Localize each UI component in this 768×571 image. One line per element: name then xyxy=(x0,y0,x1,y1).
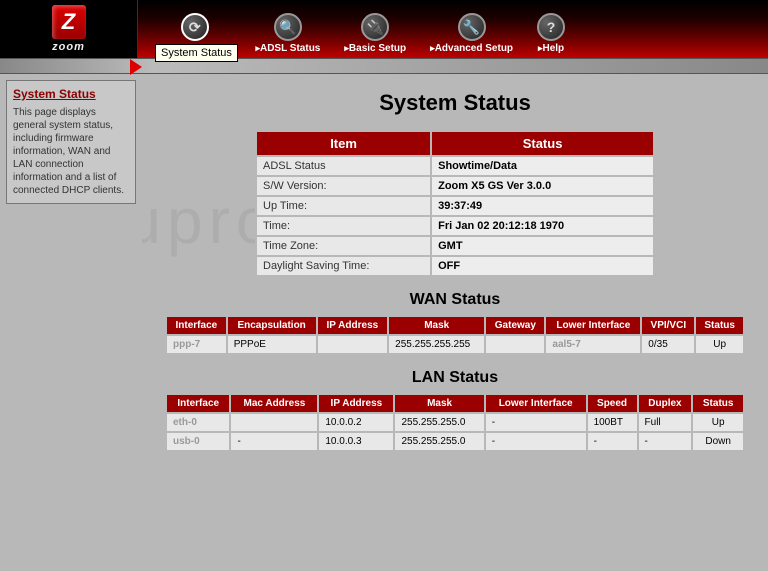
nav-tooltip: System Status xyxy=(155,44,238,62)
lan-status-table: Interface Mac Address IP Address Mask Lo… xyxy=(165,393,745,452)
col-header: Interface xyxy=(166,394,230,413)
nav-label: Advanced Setup xyxy=(430,43,513,54)
col-header: Mac Address xyxy=(230,394,318,413)
col-header: Interface xyxy=(166,316,227,335)
nav-label: Help xyxy=(538,43,564,54)
table-row: ADSL StatusShowtime/Data xyxy=(256,156,654,176)
wan-status-table: Interface Encapsulation IP Address Mask … xyxy=(165,315,745,355)
nav-help[interactable]: ? Help xyxy=(537,13,565,54)
col-header: VPI/VCI xyxy=(641,316,695,335)
logo-mark: Z xyxy=(52,5,86,39)
brand-logo: Z zoom xyxy=(0,0,138,58)
lan-section-title: LAN Status xyxy=(160,369,750,387)
col-header: Status xyxy=(695,316,744,335)
col-header: Status xyxy=(431,131,654,156)
col-header: Item xyxy=(256,131,431,156)
col-header: IP Address xyxy=(317,316,389,335)
table-row: Daylight Saving Time:OFF xyxy=(256,256,654,276)
question-icon: ? xyxy=(537,13,565,41)
col-header: Mask xyxy=(388,316,485,335)
arrow-right-icon xyxy=(130,59,142,75)
help-title: System Status xyxy=(13,87,129,103)
table-row: usb-0 - 10.0.0.3 255.255.255.0 - - - Dow… xyxy=(166,432,744,451)
col-header: Encapsulation xyxy=(227,316,317,335)
wrench-icon: 🔧 xyxy=(458,13,486,41)
main-content: setuproute System Status Item Status ADS… xyxy=(142,74,768,571)
top-nav-bar: Z zoom ⟳ System Status 🔍 ADSL Status 🔌 B… xyxy=(0,0,768,58)
refresh-icon: ⟳ xyxy=(181,13,209,41)
table-row: eth-0 10.0.0.2 255.255.255.0 - 100BT Ful… xyxy=(166,413,744,432)
logo-text: zoom xyxy=(52,41,85,53)
col-header: Lower Interface xyxy=(485,394,587,413)
nav-advanced-setup[interactable]: 🔧 Advanced Setup xyxy=(430,13,513,54)
nav-label: Basic Setup xyxy=(344,43,406,54)
page-title: System Status xyxy=(160,90,750,116)
accent-stripe xyxy=(0,58,768,74)
nav-basic-setup[interactable]: 🔌 Basic Setup xyxy=(344,13,406,54)
col-header: Mask xyxy=(394,394,484,413)
table-row: Time Zone:GMT xyxy=(256,236,654,256)
table-row: Time:Fri Jan 02 20:12:18 1970 xyxy=(256,216,654,236)
help-body: This page displays general system status… xyxy=(13,107,124,196)
nav-label: ADSL Status xyxy=(255,43,320,54)
table-row: ppp-7 PPPoE 255.255.255.255 aal5-7 0/35 … xyxy=(166,335,744,354)
sidebar: System Status This page displays general… xyxy=(0,74,142,571)
col-header: IP Address xyxy=(318,394,394,413)
table-row: Up Time:39:37:49 xyxy=(256,196,654,216)
nav-adsl-status[interactable]: 🔍 ADSL Status xyxy=(255,13,320,54)
col-header: Status xyxy=(692,394,744,413)
table-row: S/W Version:Zoom X5 GS Ver 3.0.0 xyxy=(256,176,654,196)
col-header: Gateway xyxy=(485,316,545,335)
search-icon: 🔍 xyxy=(274,13,302,41)
col-header: Speed xyxy=(587,394,638,413)
system-status-table: Item Status ADSL StatusShowtime/Data S/W… xyxy=(255,130,655,277)
col-header: Lower Interface xyxy=(545,316,641,335)
col-header: Duplex xyxy=(638,394,693,413)
plug-icon: 🔌 xyxy=(361,13,389,41)
help-panel: System Status This page displays general… xyxy=(6,80,136,204)
wan-section-title: WAN Status xyxy=(160,291,750,309)
